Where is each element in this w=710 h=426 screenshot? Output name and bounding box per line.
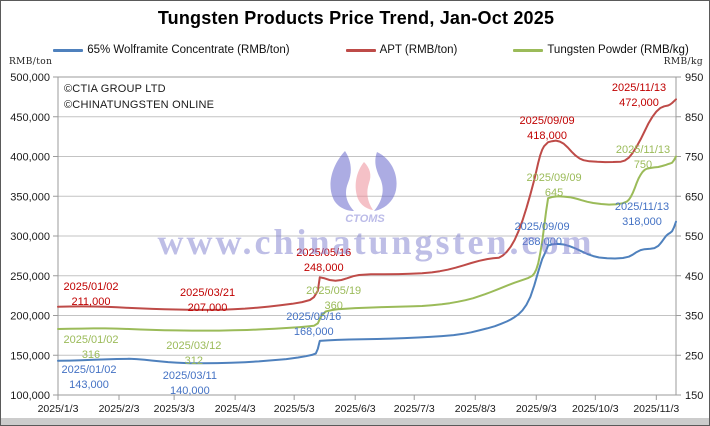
chart-legend: 65% Wolframite Concentrate (RMB/ton) APT … [31,41,709,59]
right-axis-tick-label: 750 [685,152,703,164]
x-axis-tick-label: 2025/5/3 [274,403,315,415]
left-axis-tick-label: 400,000 [10,152,50,164]
copyright-block: ©CTIA GROUP LTD ©CHINATUNGSTEN ONLINE [64,81,214,113]
legend-line-swatch [53,48,84,52]
legend-label: 65% Wolframite Concentrate (RMB/ton) [87,44,290,56]
right-axis-tick-label: 550 [685,231,703,243]
left-axis-tick-label: 450,000 [10,112,50,124]
legend-item-1: APT (RMB/ton) [345,44,458,56]
legend-item-2: Tungsten Powder (RMB/kg) [513,44,689,56]
bottom-border-strip [1,418,709,425]
left-axis-tick-label: 250,000 [10,271,50,283]
legend-line-swatch [345,48,376,52]
x-axis-tick-label: 2025/1/3 [38,403,79,415]
series-line-left [57,98,677,311]
copyright-line-2: ©CHINATUNGSTEN ONLINE [64,99,215,111]
legend-line-swatch [513,48,544,52]
x-axis-tick-label: 2025/6/3 [335,403,376,415]
right-axis-tick-label: 850 [685,112,703,124]
x-axis-tick-label: 2025/4/3 [215,403,256,415]
left-axis-tick-label: 100,000 [10,390,50,402]
right-axis-unit-label: RMB/kg [663,57,703,67]
left-axis-tick-label: 150,000 [10,350,50,362]
legend-label: Tungsten Powder (RMB/kg) [547,44,689,56]
right-axis-tick-label: 950 [685,72,703,84]
left-axis-tick-label: 200,000 [10,311,50,323]
right-axis-tick-label: 450 [685,271,703,283]
chart-title: Tungsten Products Price Trend, Jan-Oct 2… [157,8,555,28]
left-axis-unit-label: RMB/ton [9,57,53,67]
x-axis-tick-label: 2025/11/3 [633,403,679,415]
right-axis-tick-label: 650 [685,191,703,203]
left-axis-tick-label: 500,000 [10,72,50,84]
right-axis-tick-label: 150 [685,390,703,402]
series-line-left [57,220,677,365]
x-axis-tick-label: 2025/9/3 [516,403,557,415]
x-axis-tick-label: 2025/10/3 [572,403,619,415]
copyright-line-1: ©CTIA GROUP LTD [64,83,166,95]
plot-border [57,76,677,396]
right-axis-tick-label: 250 [685,350,703,362]
left-axis-tick-label: 350,000 [10,191,50,203]
legend-item-0: 65% Wolframite Concentrate (RMB/ton) [53,44,290,56]
series-line-right [57,155,677,332]
right-axis-tick-label: 350 [685,311,703,323]
x-axis-tick-label: 2025/7/3 [394,403,435,415]
left-axis-tick-label: 300,000 [10,231,50,243]
x-axis-tick-label: 2025/8/3 [455,403,496,415]
legend-label: APT (RMB/ton) [379,44,458,56]
x-axis-tick-label: 2025/2/3 [99,403,140,415]
x-axis-tick-label: 2025/3/3 [154,403,195,415]
